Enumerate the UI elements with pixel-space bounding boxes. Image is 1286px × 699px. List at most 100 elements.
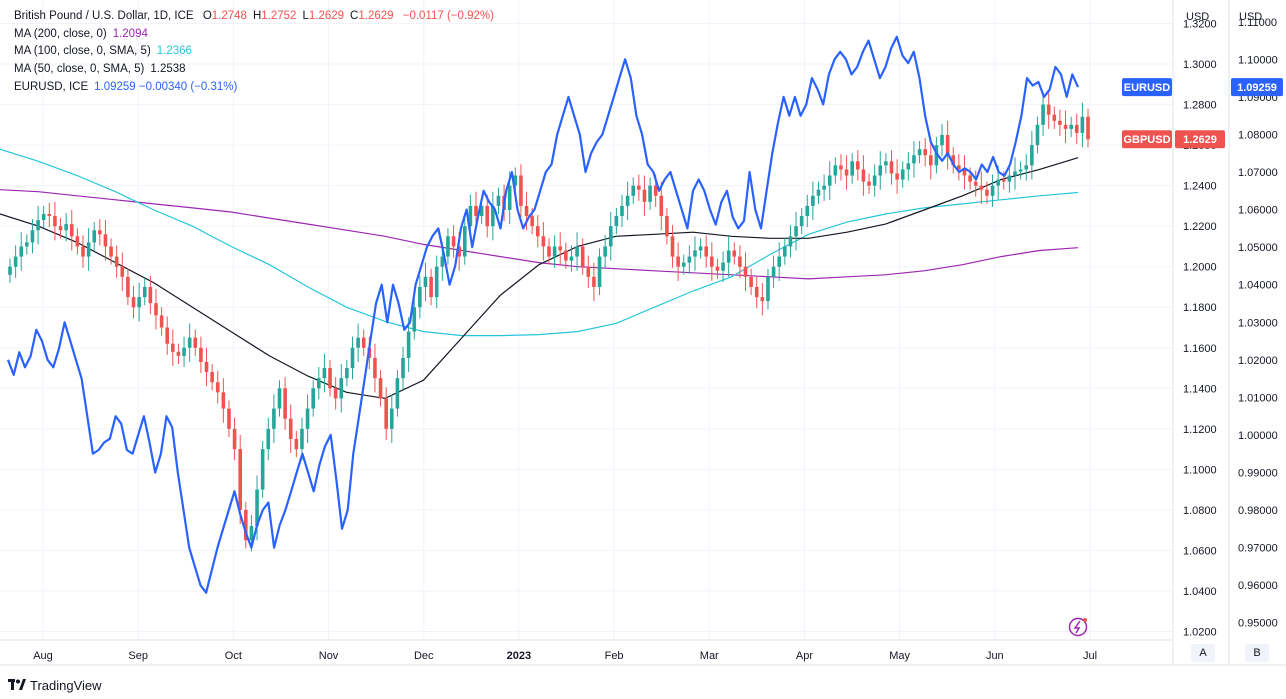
candle bbox=[221, 378, 226, 423]
gbp-tick-label: 1.1600 bbox=[1183, 343, 1217, 355]
candle bbox=[777, 242, 781, 281]
indicator-row[interactable]: EURUSD, ICE 1.09259 −0.00340 (−0.31%) bbox=[14, 79, 494, 97]
candle bbox=[232, 417, 237, 461]
candle bbox=[328, 359, 332, 397]
candle bbox=[592, 262, 596, 302]
candle bbox=[928, 141, 933, 180]
candle bbox=[1080, 102, 1085, 148]
candle bbox=[732, 242, 737, 265]
candle bbox=[244, 501, 248, 549]
candle bbox=[1018, 161, 1023, 180]
brand-footer[interactable]: TradingView bbox=[8, 678, 102, 693]
candle bbox=[547, 238, 551, 265]
candle bbox=[872, 164, 877, 197]
candle bbox=[322, 353, 327, 393]
candle bbox=[710, 242, 714, 281]
candle bbox=[81, 235, 85, 268]
candle bbox=[884, 153, 888, 174]
candle bbox=[171, 329, 175, 367]
time-axis: Aug Sep Oct Nov Dec 2023 Feb Mar Apr May Jun Jul bbox=[33, 650, 1097, 662]
time-tick-label: Aug bbox=[33, 650, 53, 662]
candle bbox=[345, 359, 349, 387]
change-value: −0.0117 (−0.92%) bbox=[402, 10, 494, 22]
candle bbox=[266, 417, 271, 461]
legend-main: British Pound / U.S. Dollar, 1D, ICE O1.… bbox=[14, 8, 494, 26]
candle bbox=[586, 255, 591, 288]
indicator-row[interactable]: MA (50, close, 0, SMA, 5) 1.2538 bbox=[14, 61, 494, 79]
candle bbox=[620, 194, 624, 228]
candle bbox=[945, 120, 950, 170]
candle bbox=[766, 268, 770, 310]
axis-button-b[interactable]: B bbox=[1245, 644, 1269, 662]
candle bbox=[412, 299, 417, 340]
candle bbox=[659, 181, 664, 231]
ohlc-value-o: 1.2748 bbox=[211, 10, 247, 22]
candle bbox=[210, 363, 214, 391]
grid bbox=[0, 0, 1173, 640]
candle bbox=[597, 248, 602, 296]
eur-price-axis: 1.110001.100001.090001.080001.070001.060… bbox=[1238, 17, 1278, 630]
candle bbox=[361, 329, 366, 356]
candle bbox=[805, 194, 810, 228]
candle bbox=[979, 171, 984, 204]
candle bbox=[389, 394, 394, 444]
candle bbox=[665, 207, 669, 245]
eur-tick-label: 1.00000 bbox=[1238, 430, 1278, 442]
candle bbox=[13, 245, 18, 278]
candle bbox=[962, 155, 967, 190]
candle bbox=[1086, 108, 1090, 148]
candle bbox=[193, 329, 198, 356]
candle bbox=[1013, 157, 1017, 190]
symbol-title: British Pound / U.S. Dollar, 1D, ICE bbox=[14, 10, 194, 22]
candle bbox=[580, 238, 585, 275]
candle bbox=[204, 347, 209, 387]
candle bbox=[614, 207, 619, 235]
candle bbox=[215, 371, 220, 404]
eur-tick-label: 1.05000 bbox=[1238, 242, 1278, 254]
indicator-label: MA (200, close, 0) bbox=[14, 27, 107, 40]
candle bbox=[69, 209, 74, 251]
candle bbox=[917, 141, 922, 164]
candle bbox=[1052, 106, 1057, 129]
candle bbox=[238, 434, 242, 525]
candle bbox=[114, 245, 119, 278]
candle bbox=[339, 363, 344, 413]
indicator-row[interactable]: MA (200, close, 0) 1.2094 bbox=[14, 26, 494, 44]
candle bbox=[199, 336, 203, 374]
time-tick-label: Sep bbox=[128, 650, 148, 662]
candle bbox=[698, 238, 703, 259]
candle bbox=[109, 238, 113, 265]
ohlc-value-c: 1.2629 bbox=[358, 10, 394, 22]
candle bbox=[434, 255, 439, 309]
candle bbox=[1007, 164, 1012, 193]
candle bbox=[92, 222, 97, 251]
candle bbox=[30, 219, 35, 254]
replay-icon[interactable] bbox=[1068, 617, 1088, 637]
axis-button-a[interactable]: A bbox=[1191, 644, 1215, 662]
gbp-tick-label: 1.0600 bbox=[1183, 545, 1217, 557]
candle bbox=[760, 282, 765, 316]
indicator-label: EURUSD, ICE bbox=[14, 80, 89, 93]
candle bbox=[715, 258, 720, 279]
eur-tick-label: 1.06000 bbox=[1238, 205, 1278, 217]
candle bbox=[687, 245, 692, 274]
eur-tick-label: 0.95000 bbox=[1238, 618, 1278, 630]
brand-name: TradingView bbox=[30, 678, 102, 693]
last-price-labels: EURUSD 1.09259 GBPUSD 1.2629 bbox=[1122, 78, 1283, 149]
candle bbox=[670, 225, 675, 268]
candle bbox=[378, 370, 383, 407]
candle bbox=[350, 336, 355, 380]
gbp-tick-label: 1.2200 bbox=[1183, 221, 1217, 233]
time-tick-label: Feb bbox=[605, 650, 624, 662]
candle bbox=[1063, 110, 1068, 144]
candle bbox=[1058, 109, 1062, 136]
indicator-row[interactable]: MA (100, close, 0, SMA, 5) 1.2366 bbox=[14, 43, 494, 61]
candle bbox=[721, 251, 725, 282]
eur-tick-label: 0.98000 bbox=[1238, 505, 1278, 517]
gbp-tick-label: 1.2000 bbox=[1183, 262, 1217, 274]
last-label-gbpusd: GBPUSD 1.2629 bbox=[1122, 130, 1225, 149]
candle bbox=[564, 242, 568, 269]
candle bbox=[906, 152, 911, 181]
candle bbox=[822, 174, 826, 201]
